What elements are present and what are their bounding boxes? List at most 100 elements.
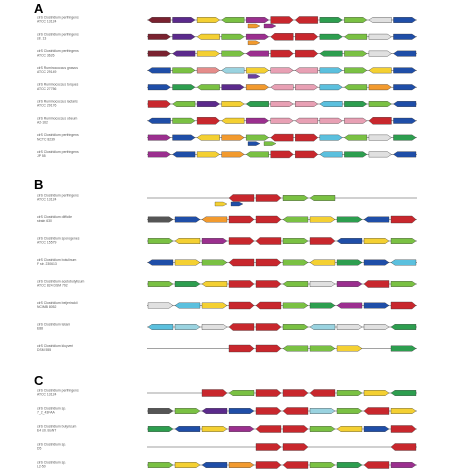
- gene-arrow: [344, 117, 368, 124]
- gene-arrow: [255, 215, 282, 224]
- organism-label-line: clrS Clostridium perfringens: [37, 389, 79, 393]
- gene-arrow: [172, 50, 196, 57]
- gene-arrow: [282, 281, 309, 287]
- gene-arrow: [147, 17, 171, 23]
- gene-arrow: [174, 216, 201, 223]
- gene-arrow: [246, 84, 270, 91]
- genome-row: clrS Clostridium acetobutylicum ATCC 824 …: [37, 280, 417, 288]
- gene-arrow: [174, 462, 201, 468]
- gene-arrow: [172, 67, 196, 74]
- gene-arrow: [336, 426, 363, 432]
- small-gene-arrow: [247, 74, 261, 79]
- organism-label-line: clrS Ruminococcus lactaris: [37, 100, 78, 104]
- organism-label-line: clrS Clostridium sp.: [37, 407, 66, 411]
- gene-arrow: [172, 17, 196, 23]
- gene-arrow: [196, 117, 220, 125]
- organism-label-line: ATCC 29176: [37, 104, 56, 108]
- gene-arrow: [309, 462, 336, 468]
- gene-arrow: [282, 238, 309, 244]
- gene-arrow: [147, 324, 174, 330]
- gene-arrow: [390, 301, 417, 310]
- organism-label: clrS Clostridium sporogenes ATCC 15579: [37, 237, 80, 245]
- gene-arrow: [172, 134, 196, 141]
- organism-label-line: ATCC 29149: [37, 70, 56, 74]
- gene-arrow: [228, 462, 255, 468]
- genome-row: clrS Clostridium perfringens ATCC 3626: [37, 49, 417, 57]
- gene-arrow: [172, 101, 196, 107]
- gene-arrow: [344, 50, 368, 57]
- gene-arrow: [393, 101, 417, 107]
- gene-arrow: [390, 215, 417, 224]
- organism-label: clrS Clostridium difficile strain 630: [37, 215, 72, 223]
- gene-arrow: [201, 302, 228, 309]
- gene-arrow: [270, 49, 294, 58]
- gene-arrow: [336, 216, 363, 223]
- small-gene-arrow: [263, 23, 277, 29]
- small-gene-arrow: [214, 201, 228, 207]
- gene-arrow: [255, 461, 282, 469]
- gene-arrow: [336, 324, 363, 330]
- gene-arrow: [228, 258, 255, 267]
- gene-arrow: [228, 344, 255, 353]
- panel-a-rows: clrS Clostridium perfringens ATCC 13124cl…: [37, 16, 417, 159]
- genome-row: clrS Ruminococcus lactaris ATCC 29176: [37, 100, 417, 108]
- gene-arrow: [201, 408, 228, 414]
- gene-arrow: [201, 462, 228, 468]
- gene-arrow: [201, 216, 228, 223]
- gene-arrow: [282, 407, 309, 415]
- gene-arrow: [255, 407, 282, 415]
- gene-arrow: [196, 101, 220, 107]
- gene-arrow: [255, 425, 282, 433]
- gene-arrow: [255, 280, 282, 288]
- gene-arrow: [309, 408, 336, 414]
- gene-arrow: [319, 101, 343, 107]
- organism-label-line: clrS Clostridium perfringens: [37, 133, 79, 137]
- small-gene-arrow: [230, 201, 244, 207]
- gene-arrow: [147, 50, 171, 57]
- gene-arrow: [309, 345, 336, 352]
- gene-arrow: [390, 345, 417, 352]
- genome-row: clrS Clostridium beijerinckii NCIMB 8052: [37, 301, 417, 309]
- panel-c: C clrS Clostridium perfringens ATCC 13124…: [34, 373, 417, 469]
- gene-arrow: [282, 259, 309, 266]
- organism-label-line: ATCC 3626: [37, 53, 55, 57]
- gene-arrow: [147, 426, 174, 432]
- panel-a: A clrS Clostridium perfringens ATCC 13124…: [34, 1, 417, 158]
- gene-arrow: [147, 281, 174, 287]
- organism-label: clrS Ruminococcus torques ATCC 27756: [37, 83, 79, 91]
- gene-arrow: [363, 324, 390, 330]
- gene-arrow: [174, 302, 201, 309]
- gene-arrow: [147, 134, 171, 141]
- gene-arrow: [270, 67, 294, 74]
- small-gene-arrow: [263, 141, 277, 146]
- small-gene-arrow: [247, 40, 261, 45]
- gene-arrow: [363, 407, 390, 415]
- gene-arrow: [368, 33, 392, 40]
- gene-arrow: [319, 33, 343, 40]
- gene-arrow: [319, 134, 343, 141]
- organism-label-line: clrS Clostridium kluyveri: [37, 344, 73, 348]
- gene-arrow: [363, 426, 390, 432]
- genome-row: clrS Clostridium sp. L2-50: [37, 461, 417, 469]
- gene-arrow: [228, 237, 255, 245]
- gene-arrow: [270, 33, 294, 41]
- organism-label: clrS Clostridium kluyveri DSM 555: [37, 344, 73, 352]
- organism-label: clrS Clostridium beijerinckii NCIMB 8052: [37, 301, 78, 309]
- organism-label-line: clrS Clostridium perfringens: [37, 150, 79, 154]
- gene-arrow: [344, 67, 368, 74]
- gene-arrow: [255, 323, 282, 331]
- organism-label-line: strain 630: [37, 219, 52, 223]
- organism-label-line: F str. 230613: [37, 262, 57, 266]
- organism-label-line: A2-162: [37, 121, 48, 125]
- gene-arrow: [174, 408, 201, 414]
- gene-arrow: [368, 117, 392, 125]
- gene-arrow: [270, 150, 294, 159]
- gene-arrow: [344, 84, 368, 91]
- panel-b: B clrS Clostridium perfringens ATCC 13124…: [34, 177, 417, 352]
- organism-label: clrS Clostridium perfringens ATCC 13124: [37, 389, 79, 397]
- gene-arrow: [319, 117, 343, 124]
- gene-arrow: [172, 117, 196, 124]
- gene-arrow: [393, 33, 417, 40]
- gene-arrow: [282, 324, 309, 330]
- gene-arrow: [363, 461, 390, 469]
